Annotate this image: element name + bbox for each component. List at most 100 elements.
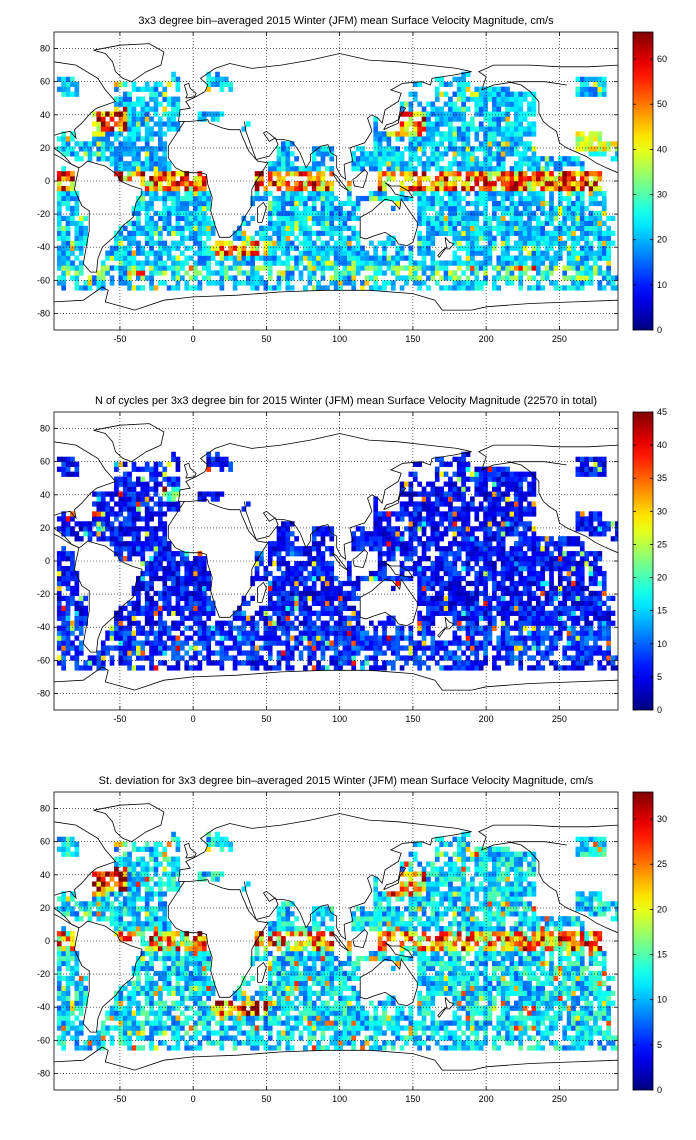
bin-cell bbox=[487, 610, 493, 616]
bin-cell bbox=[434, 121, 440, 127]
bin-cell bbox=[430, 640, 436, 646]
bin-cell bbox=[426, 225, 431, 231]
bin-cell bbox=[518, 655, 524, 661]
bin-cell bbox=[426, 285, 431, 291]
bin-cell bbox=[329, 590, 335, 597]
bin-cell bbox=[430, 185, 436, 192]
bin-cell bbox=[267, 585, 273, 592]
bin-cell bbox=[245, 270, 251, 276]
bin-cell bbox=[206, 230, 212, 236]
bin-cell bbox=[254, 250, 260, 256]
bin-cell bbox=[245, 280, 251, 286]
bin-cell bbox=[276, 210, 282, 217]
bin-cell bbox=[487, 561, 493, 567]
bin-cell bbox=[114, 635, 119, 641]
bin-cell bbox=[461, 205, 466, 212]
bin-cell bbox=[259, 561, 264, 567]
bin-cell bbox=[496, 190, 502, 197]
bin-cell bbox=[206, 71, 212, 77]
bin-cell bbox=[553, 620, 559, 626]
bin-cell bbox=[171, 230, 176, 236]
bin-cell bbox=[61, 640, 67, 646]
bin-cell bbox=[100, 146, 106, 152]
bin-cell bbox=[377, 620, 383, 626]
bin-cell bbox=[544, 275, 550, 281]
bin-cell bbox=[338, 630, 343, 636]
bin-cell bbox=[518, 635, 524, 641]
bin-cell bbox=[210, 650, 216, 656]
bin-cell bbox=[136, 111, 141, 117]
bin-cell bbox=[188, 580, 194, 587]
bin-cell bbox=[474, 660, 480, 666]
bin-cell bbox=[544, 220, 550, 226]
bin-cell bbox=[527, 645, 532, 651]
bin-cell bbox=[171, 171, 176, 177]
bin-cell bbox=[153, 166, 159, 172]
bin-cell bbox=[531, 235, 537, 241]
bin-cell bbox=[487, 235, 493, 241]
bin-cell bbox=[285, 190, 291, 197]
bin-cell bbox=[527, 190, 532, 197]
bin-cell bbox=[606, 235, 611, 241]
bin-cell bbox=[461, 76, 466, 82]
bin-cell bbox=[219, 285, 225, 291]
bin-cell bbox=[188, 600, 194, 606]
bin-cell bbox=[408, 270, 414, 276]
bin-cell bbox=[597, 91, 603, 97]
bin-cell bbox=[553, 615, 559, 621]
bin-cell bbox=[303, 200, 308, 207]
bin-cell bbox=[281, 210, 286, 217]
bin-cell bbox=[584, 650, 589, 656]
bin-cell bbox=[421, 176, 427, 182]
bin-cell bbox=[329, 260, 335, 266]
bin-cell bbox=[364, 255, 370, 261]
bin-cell bbox=[417, 585, 422, 592]
bin-cell bbox=[153, 91, 159, 97]
bin-cell bbox=[338, 640, 343, 646]
bin-cell bbox=[597, 635, 603, 641]
bin-cell bbox=[201, 230, 207, 236]
bin-cell bbox=[206, 111, 212, 117]
bin-cell bbox=[610, 215, 616, 222]
bin-cell bbox=[496, 121, 502, 127]
bin-cell bbox=[245, 275, 251, 281]
bin-cell bbox=[527, 225, 532, 231]
bin-cell bbox=[408, 171, 414, 177]
bin-cell bbox=[470, 620, 475, 626]
bin-cell bbox=[281, 580, 286, 587]
bin-cell bbox=[311, 250, 317, 256]
bin-cell bbox=[140, 285, 146, 291]
bin-cell bbox=[78, 615, 84, 621]
bin-cell bbox=[171, 665, 176, 671]
bin-cell bbox=[162, 151, 168, 157]
bin-cell bbox=[535, 181, 541, 187]
bin-cell bbox=[584, 260, 589, 266]
bin-cell bbox=[540, 235, 546, 241]
bin-cell bbox=[61, 260, 67, 266]
bin-cell bbox=[535, 205, 541, 212]
bin-cell bbox=[527, 600, 532, 606]
bin-cell bbox=[588, 580, 594, 587]
bin-cell bbox=[74, 230, 80, 236]
bin-cell bbox=[474, 595, 480, 602]
bin-cell bbox=[285, 240, 291, 246]
bin-cell bbox=[606, 620, 611, 626]
bin-cell bbox=[557, 575, 563, 582]
bin-cell bbox=[443, 665, 449, 671]
bin-cell bbox=[571, 665, 576, 671]
bin-cell bbox=[179, 551, 185, 557]
bin-cell bbox=[325, 185, 330, 192]
bin-cell bbox=[470, 556, 475, 562]
bin-cell bbox=[219, 280, 225, 286]
bin-cell bbox=[509, 181, 515, 187]
bin-cell bbox=[61, 166, 67, 172]
bin-cell bbox=[329, 615, 335, 621]
bin-cell bbox=[535, 280, 541, 286]
bin-cell bbox=[426, 141, 431, 147]
bin-cell bbox=[368, 665, 374, 671]
bin-cell bbox=[492, 181, 497, 187]
bin-cell bbox=[368, 195, 374, 202]
bin-cell bbox=[584, 551, 589, 557]
bin-cell bbox=[289, 255, 295, 261]
bin-cell bbox=[136, 275, 141, 281]
